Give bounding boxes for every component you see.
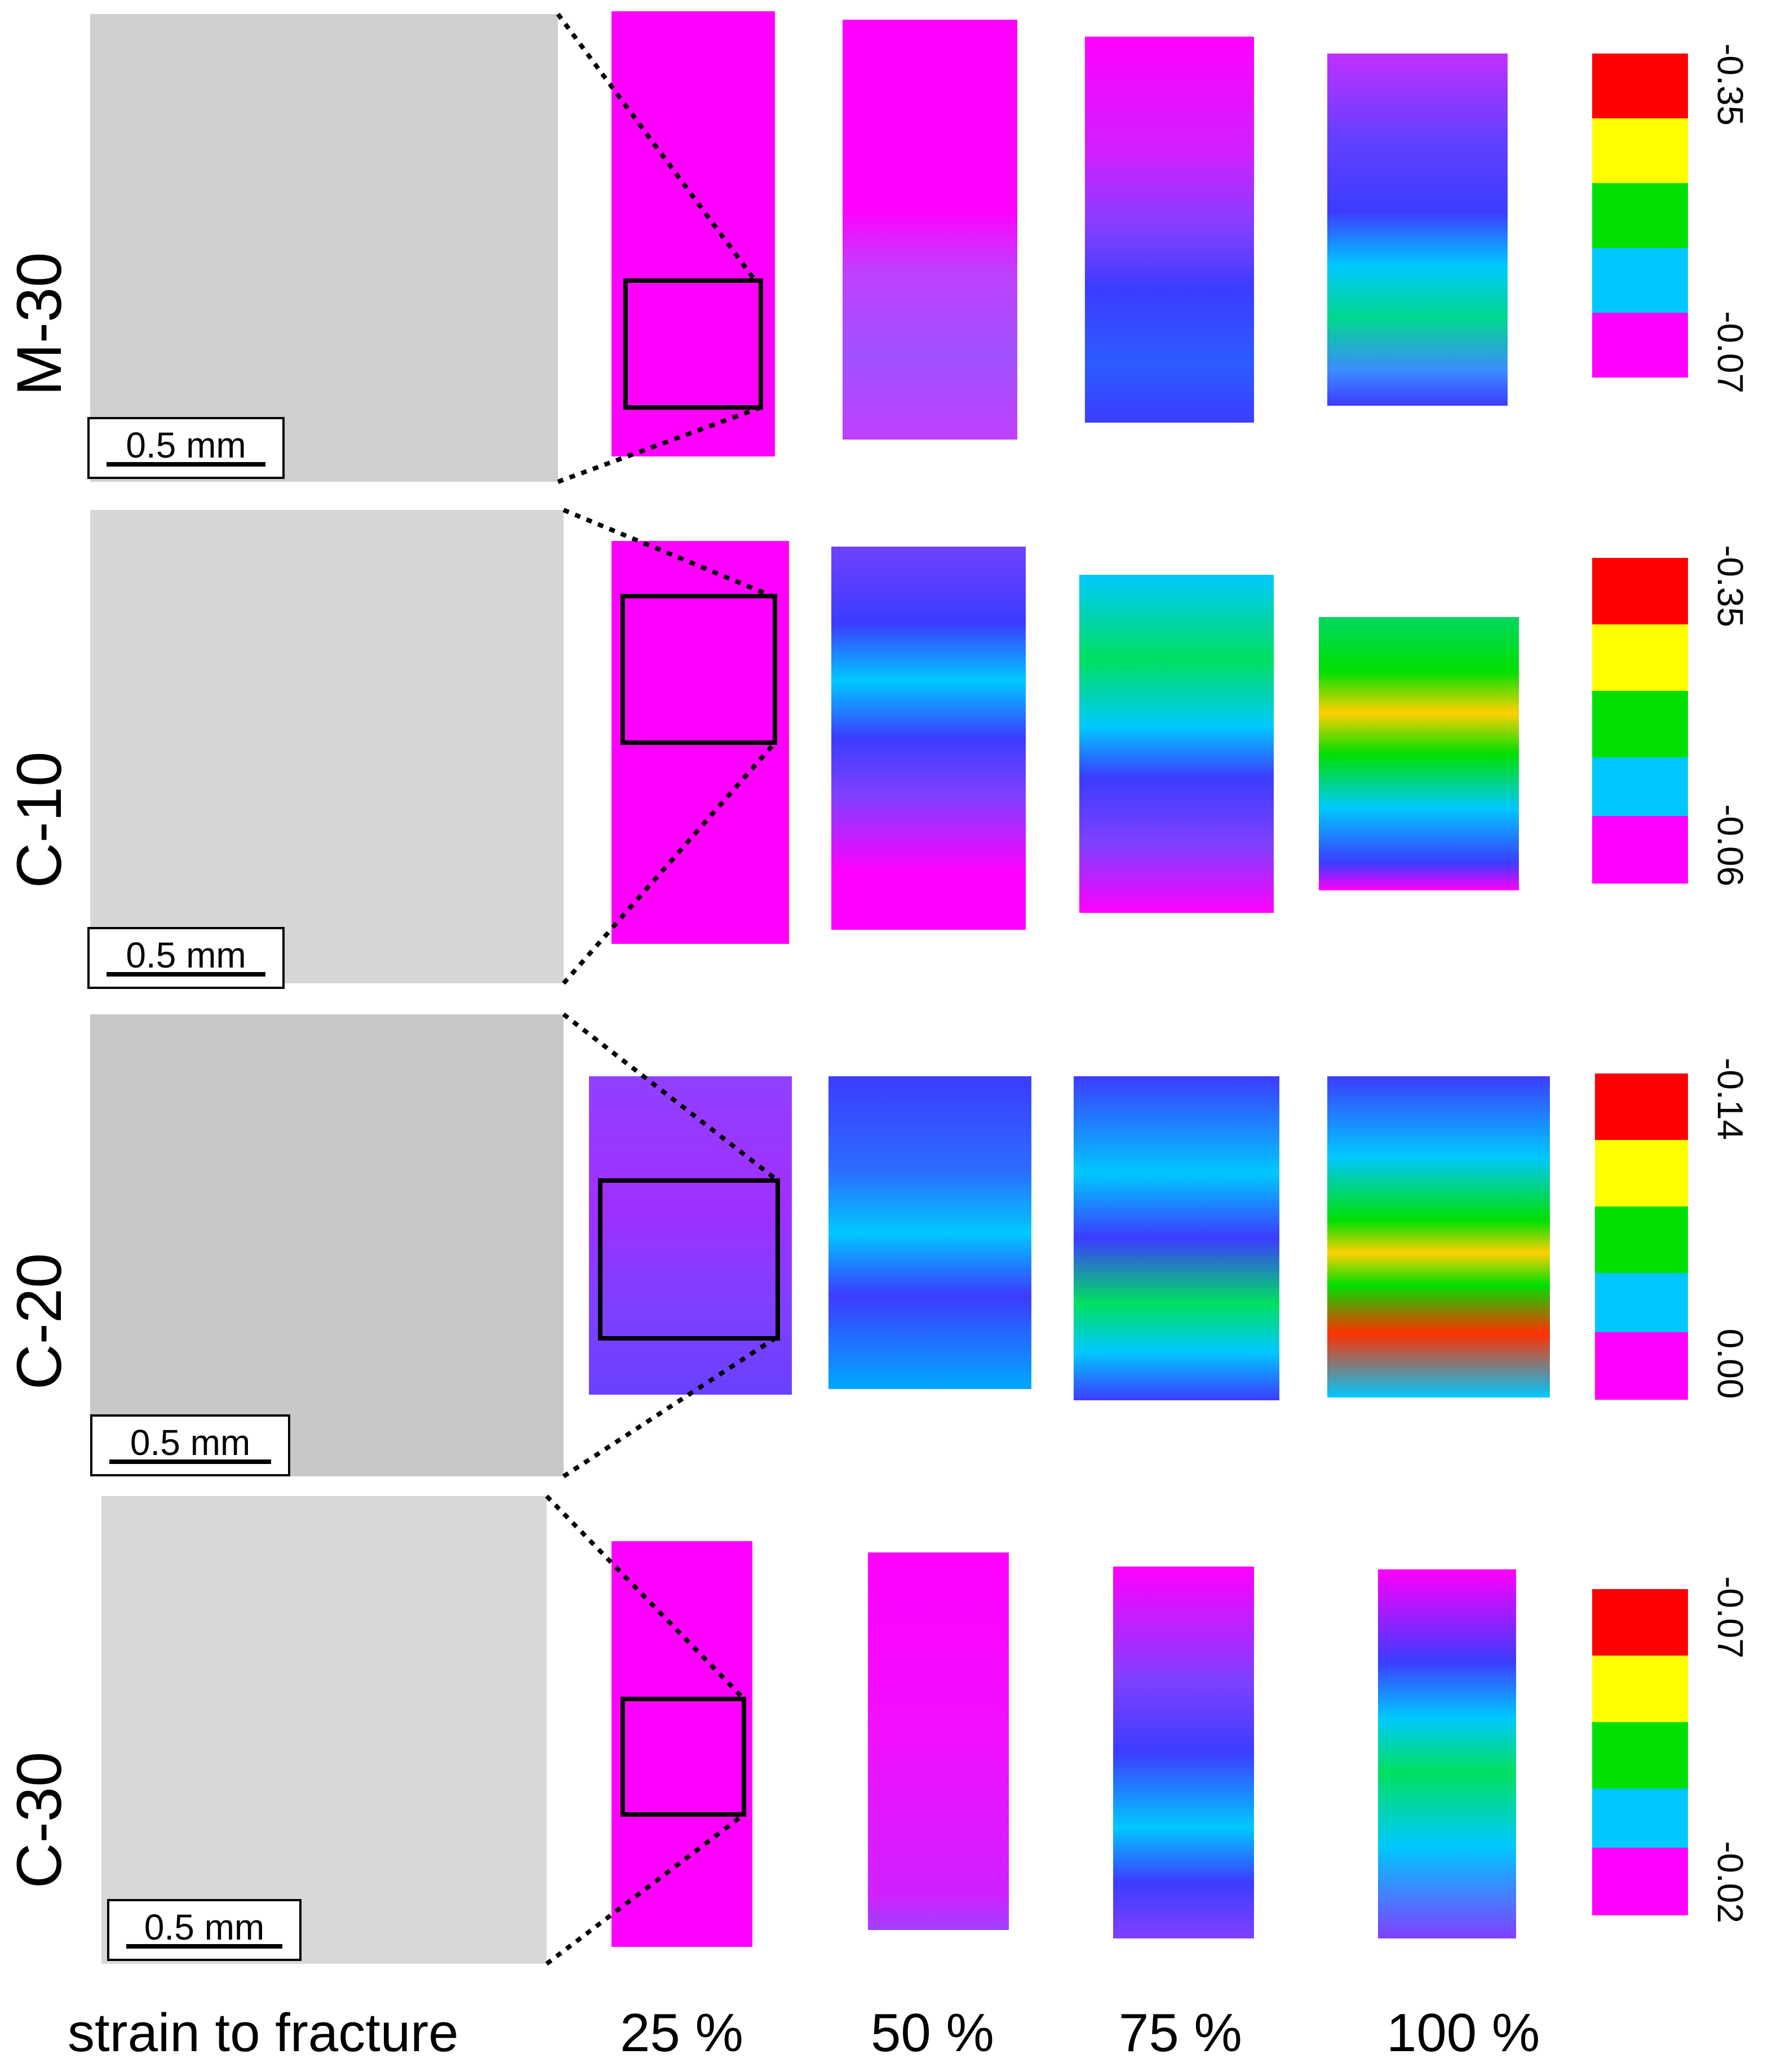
strain-to-fracture-label: strain to fracture xyxy=(68,2003,459,2063)
strain-map-c10-50 xyxy=(831,547,1026,930)
colorbar-seg-green xyxy=(1592,691,1688,757)
colorbar-seg-magenta xyxy=(1592,816,1688,884)
colorbar-seg-cyan xyxy=(1592,248,1688,313)
scale-bar-line xyxy=(109,1459,271,1464)
colorbar-seg-yellow xyxy=(1592,624,1688,691)
scale-bar-text: 0.5 mm xyxy=(126,425,246,465)
scale-bar-c20: 0.5 mm xyxy=(90,1414,290,1476)
strain-25-label: 25 % xyxy=(620,2003,743,2063)
colorbar-seg-yellow xyxy=(1595,1140,1688,1206)
colorbar-top-value-m30: -0.35 xyxy=(1710,43,1751,126)
strain-100-label: 100 % xyxy=(1386,2003,1540,2063)
strain-map-c10-75 xyxy=(1079,575,1274,913)
microstructure-image-c30 xyxy=(101,1496,547,1964)
strain-map-c20-50 xyxy=(828,1076,1031,1389)
colorbar-bottom-value-m30: -0.07 xyxy=(1710,311,1751,393)
colorbar-seg-yellow xyxy=(1592,1656,1688,1722)
strain-map-c20-100 xyxy=(1327,1076,1550,1397)
colorbar-top-value-c10: -0.35 xyxy=(1710,545,1751,627)
scale-bar-text: 0.5 mm xyxy=(126,935,246,975)
colorbar-seg-yellow xyxy=(1592,118,1688,183)
colorbar-seg-magenta xyxy=(1592,313,1688,378)
scale-bar-c30: 0.5 mm xyxy=(107,1899,302,1961)
scale-bar-line xyxy=(126,1944,282,1949)
scale-bar-text: 0.5 mm xyxy=(130,1422,251,1463)
row-label-m30: M-30 xyxy=(4,252,74,396)
scale-bar-m30: 0.5 mm xyxy=(87,417,285,479)
colorbar-seg-red xyxy=(1592,1589,1688,1656)
colorbar-seg-green xyxy=(1595,1206,1688,1273)
row-label-c10: C-10 xyxy=(4,751,74,889)
strain-map-c30-75 xyxy=(1113,1567,1254,1938)
strain-map-c10-100 xyxy=(1319,617,1519,890)
strain-map-c20-25 xyxy=(589,1076,792,1395)
scale-bar-text: 0.5 mm xyxy=(144,1907,265,1947)
colorbar-seg-cyan xyxy=(1595,1273,1688,1332)
strain-map-m30-75 xyxy=(1085,37,1254,423)
colorbar-seg-red xyxy=(1592,54,1688,118)
row-label-c30: C-30 xyxy=(4,1751,74,1889)
strain-map-c20-75 xyxy=(1074,1076,1279,1400)
colorbar-top-value-c30: -0.07 xyxy=(1710,1576,1751,1658)
scale-bar-line xyxy=(107,462,265,467)
strain-75-label: 75 % xyxy=(1119,2003,1242,2063)
microstructure-image-m30 xyxy=(90,14,558,482)
colorbar-bottom-value-c10: -0.06 xyxy=(1710,804,1751,886)
scale-bar-line xyxy=(107,972,265,977)
colorbar-bottom-value-c30: -0.02 xyxy=(1710,1841,1751,1923)
colorbar-seg-cyan xyxy=(1592,757,1688,816)
strain-map-c30-50 xyxy=(868,1552,1009,1930)
colorbar-seg-magenta xyxy=(1592,1848,1688,1915)
microstructure-image-c20 xyxy=(90,1014,564,1476)
colorbar-seg-magenta xyxy=(1595,1332,1688,1400)
colorbar-seg-red xyxy=(1595,1073,1688,1140)
strain-map-m30-25 xyxy=(612,11,775,456)
colorbar-seg-green xyxy=(1592,1722,1688,1789)
colorbar-seg-red xyxy=(1592,558,1688,624)
colorbar-seg-green xyxy=(1592,183,1688,248)
strain-map-c30-100 xyxy=(1378,1569,1516,1938)
scale-bar-c10: 0.5 mm xyxy=(87,927,285,989)
row-label-c20: C-20 xyxy=(4,1253,74,1390)
strain-50-label: 50 % xyxy=(871,2003,994,2063)
colorbar-bottom-value-c20: 0.00 xyxy=(1710,1328,1751,1399)
strain-map-m30-50 xyxy=(843,20,1017,440)
strain-map-c30-25 xyxy=(612,1541,752,1947)
microstructure-image-c10 xyxy=(90,510,564,983)
colorbar-seg-cyan xyxy=(1592,1789,1688,1848)
strain-map-m30-100 xyxy=(1327,54,1508,406)
colorbar-top-value-c20: -0.14 xyxy=(1710,1058,1751,1140)
strain-map-c10-25 xyxy=(612,541,789,944)
